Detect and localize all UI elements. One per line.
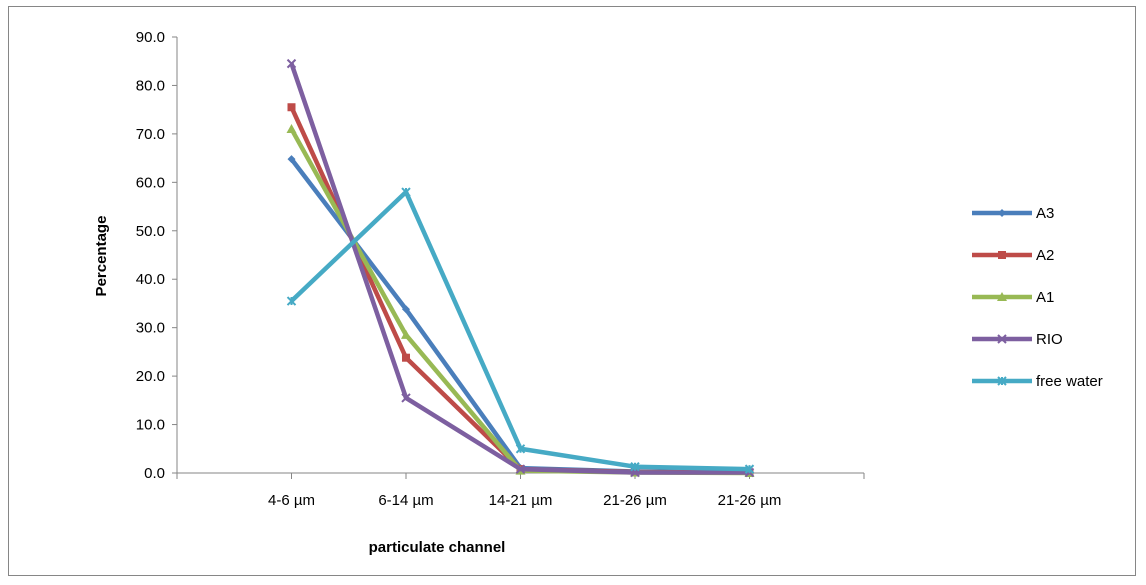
series-a2: [287, 103, 754, 477]
x-ticks: 4-6 µm 6-14 µm 14-21 µm 21-26 µm 21-26 µm: [176, 473, 865, 509]
legend-a3-point-marker: [998, 209, 1006, 217]
legend-label: A1: [1036, 289, 1054, 306]
y-tick-label: 0.0: [144, 465, 165, 482]
x-tick-label: 6-14 µm: [378, 492, 433, 509]
y-tick-label: 70.0: [136, 126, 165, 143]
legend-a1-point-marker: [997, 292, 1007, 301]
legend-label: A3: [1036, 205, 1054, 222]
series-a1-point-marker: [401, 329, 411, 339]
y-tick-label: 10.0: [136, 417, 165, 434]
legend-item-a3: A3: [972, 205, 1054, 222]
y-ticks: 0.0 10.0 20.0 30.0 40.0 50.0 60.0 70.0 80.0 90.0: [136, 29, 177, 482]
series-rio: [286, 58, 755, 478]
series-free-water-point-marker: [286, 296, 297, 306]
legend-label: A2: [1036, 247, 1054, 264]
y-tick-label: 80.0: [136, 77, 165, 94]
y-axis-title: Percentage: [93, 216, 110, 297]
x-tick-label: 14-21 µm: [489, 492, 553, 509]
series-a3-point-marker: [287, 155, 296, 164]
legend-a2-point-marker: [998, 251, 1006, 259]
series-a3: [287, 155, 754, 477]
x-tick-label: 21-26 µm: [603, 492, 667, 509]
series-a1-point-marker: [286, 124, 297, 134]
series-free-water-point-marker: [744, 464, 755, 474]
y-tick-label: 90.0: [136, 29, 165, 46]
legend-item-rio: RIO: [972, 331, 1063, 348]
series-line-rio: [289, 62, 750, 475]
legend-rio-point-marker: [997, 334, 1007, 344]
x-tick-label: 4-6 µm: [268, 492, 315, 509]
series-line-free-water: [289, 189, 750, 472]
y-tick-label: 50.0: [136, 223, 165, 240]
legend-item-a2: A2: [972, 247, 1054, 264]
x-tick-label: 21-26 µm: [718, 492, 782, 509]
legend-free-water-point-marker: [997, 376, 1007, 386]
series-a2-point-marker: [287, 103, 296, 112]
series-rio-point-marker: [515, 464, 526, 474]
series-line-a1: [289, 127, 750, 476]
series-free-water-point-marker: [401, 187, 411, 197]
legend-item-free-water: free water: [972, 373, 1103, 390]
series-line-a2: [289, 106, 750, 475]
series-free-water-point-marker: [630, 461, 640, 472]
legend-label: free water: [1036, 373, 1103, 390]
series-a1: [286, 124, 755, 477]
legend-label: RIO: [1036, 331, 1063, 348]
series-free-water-point-marker: [515, 444, 526, 454]
chart-frame: [8, 6, 1136, 576]
series-rio-point-marker: [401, 393, 411, 403]
series-a2-point-marker: [402, 353, 410, 362]
series-line-a3: [289, 157, 750, 475]
axes: [176, 37, 864, 474]
legend: A3 A2 A1 RIO free water: [972, 205, 1103, 390]
series-free-water: [286, 187, 755, 474]
series-rio-point-marker: [286, 58, 297, 69]
y-tick-label: 20.0: [136, 368, 165, 385]
x-axis-title: particulate channel: [369, 539, 506, 556]
y-tick-label: 40.0: [136, 271, 165, 288]
series-layer: [286, 58, 755, 478]
series-a3-point-marker: [402, 305, 410, 314]
y-tick-label: 60.0: [136, 174, 165, 191]
y-tick-label: 30.0: [136, 320, 165, 337]
legend-item-a1: A1: [972, 289, 1054, 306]
